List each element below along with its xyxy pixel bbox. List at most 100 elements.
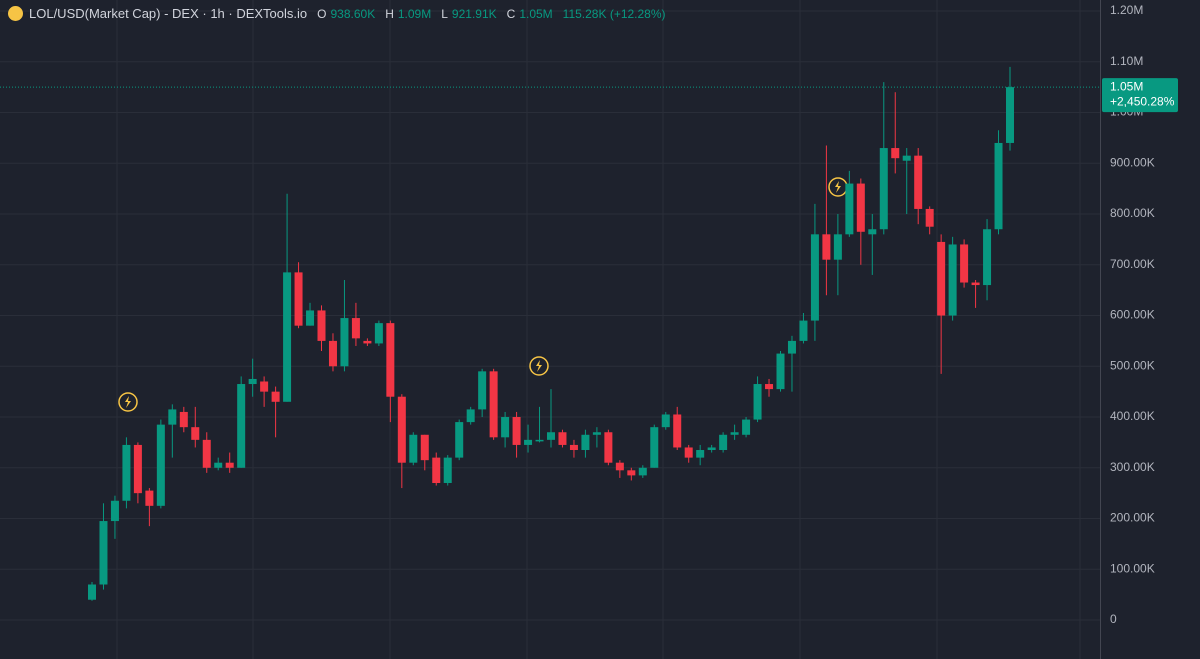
candle-body: [294, 272, 303, 326]
candle-body: [845, 183, 854, 235]
y-tick-label: 1.10M: [1110, 54, 1143, 68]
last-price-tag: [1102, 78, 1178, 113]
candle-body: [466, 409, 475, 423]
close-key: C: [506, 6, 516, 21]
candle-body: [581, 434, 590, 451]
candle-body: [363, 340, 372, 344]
candle-body: [937, 241, 946, 316]
candle-body: [948, 244, 957, 316]
candle-body: [328, 340, 337, 367]
candle-body: [306, 310, 315, 326]
candle-body: [914, 155, 923, 209]
event-icon: [125, 396, 131, 408]
y-tick-label: 100.00K: [1110, 561, 1155, 575]
candle-body: [478, 371, 487, 410]
candle-body: [202, 439, 211, 468]
candle-body: [627, 470, 636, 476]
candle-body: [673, 414, 682, 448]
candle-body: [225, 462, 234, 468]
candle-body: [524, 439, 533, 445]
candle-body: [535, 439, 544, 442]
emoji-icon: [8, 6, 23, 21]
y-tick-label: 300.00K: [1110, 460, 1155, 474]
candle-body: [351, 318, 360, 339]
close-value: 1.05M: [519, 6, 553, 21]
candle-body: [443, 457, 452, 483]
candle-body: [501, 417, 510, 438]
candle-body: [214, 462, 223, 468]
candle-body: [776, 353, 785, 390]
candle-body: [99, 521, 108, 585]
candle-body: [684, 447, 693, 458]
candle-body: [902, 155, 911, 161]
candle-body: [386, 323, 395, 397]
candle-body: [145, 490, 154, 506]
candle-body: [604, 432, 613, 463]
candle-body: [983, 229, 992, 286]
low-value: 921.91K: [451, 6, 497, 21]
candle-body: [248, 378, 257, 385]
event-icon: [835, 181, 841, 193]
candle-body: [891, 148, 900, 159]
candle-body: [592, 432, 601, 435]
candle-body: [547, 432, 555, 440]
candle-body: [925, 208, 934, 227]
symbol-title: LOL/USD(Market Cap) - DEX · 1h · DEXTool…: [29, 6, 308, 21]
candle-body: [856, 183, 865, 232]
candle-body: [615, 462, 624, 471]
candle-body: [638, 467, 647, 476]
candle-body: [960, 244, 969, 283]
y-tick-label: 0: [1110, 612, 1117, 626]
legend-bar: LOL/USD(Market Cap) - DEX · 1h · DEXTool…: [8, 6, 666, 21]
y-tick-label: 200.00K: [1110, 511, 1155, 525]
candle-body: [730, 432, 739, 435]
high-value: 1.09M: [397, 6, 432, 21]
high-key: H: [385, 6, 394, 21]
open-value: 938.60K: [330, 6, 376, 21]
candle-body: [765, 384, 774, 390]
candle-body: [397, 396, 406, 463]
candle-body: [271, 391, 280, 402]
candle-body: [340, 318, 349, 367]
y-tick-label: 1.20M: [1110, 3, 1143, 17]
candle-body: [787, 340, 796, 354]
y-tick-label: 900.00K: [1110, 155, 1155, 169]
change-value: 115.28K (+12.28%): [562, 6, 666, 21]
candle-body: [156, 424, 165, 506]
last-change-label: +2,450.28%: [1110, 94, 1175, 108]
candle-body: [1006, 87, 1014, 143]
candle-body: [179, 411, 188, 428]
candle-body: [879, 148, 888, 230]
candle-body: [868, 229, 877, 235]
y-tick-label: 800.00K: [1110, 206, 1155, 220]
candle-body: [168, 409, 177, 425]
candle-body: [317, 310, 326, 341]
candle-body: [833, 234, 842, 260]
candle-body: [122, 444, 131, 501]
candle-body: [753, 384, 762, 420]
candle-body: [489, 371, 498, 438]
candle-body: [558, 432, 567, 445]
event-icon: [536, 360, 542, 372]
candle-body: [650, 427, 659, 468]
candle-body: [283, 272, 292, 402]
candle-body: [110, 500, 119, 522]
y-tick-label: 500.00K: [1110, 358, 1155, 372]
vertical-grid: [116, 0, 1081, 659]
candle-body: [822, 234, 831, 260]
y-tick-label: 400.00K: [1110, 409, 1155, 423]
candle-body: [707, 447, 716, 451]
candle-body: [799, 320, 808, 341]
candle-body: [994, 142, 1003, 230]
open-key: O: [317, 6, 327, 21]
candle-body: [719, 434, 728, 451]
candle-body: [420, 434, 429, 461]
candle-body: [432, 457, 441, 483]
candle-body: [696, 450, 705, 458]
candle-body: [971, 282, 980, 286]
candle-body: [742, 419, 751, 435]
candle-body: [237, 384, 246, 468]
y-tick-label: 600.00K: [1110, 308, 1155, 322]
